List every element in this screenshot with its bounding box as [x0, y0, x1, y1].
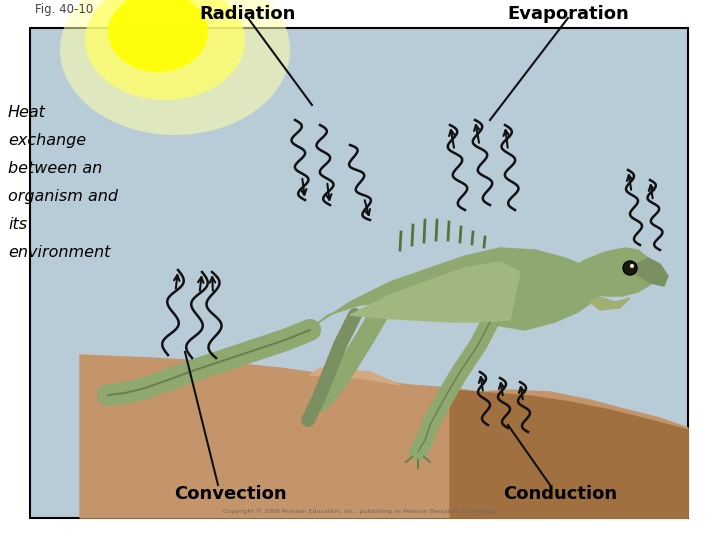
Polygon shape: [80, 355, 688, 518]
Text: exchange: exchange: [8, 133, 86, 148]
Circle shape: [630, 264, 634, 268]
Polygon shape: [450, 390, 688, 518]
Text: environment: environment: [8, 245, 110, 260]
Polygon shape: [635, 258, 668, 286]
Polygon shape: [350, 262, 520, 322]
Ellipse shape: [108, 0, 208, 72]
Text: between an: between an: [8, 161, 102, 176]
Polygon shape: [315, 248, 605, 330]
Text: Convection: Convection: [174, 485, 287, 503]
Text: organism and: organism and: [8, 189, 118, 204]
Text: Copyright © 2008 Pearson Education, Inc., publishing as Pearson Benjamin Cumming: Copyright © 2008 Pearson Education, Inc.…: [223, 508, 497, 514]
Text: Heat: Heat: [8, 105, 46, 120]
Text: Conduction: Conduction: [503, 485, 617, 503]
Circle shape: [623, 261, 637, 275]
Polygon shape: [558, 248, 655, 296]
Text: Evaporation: Evaporation: [507, 5, 629, 23]
Text: Fig. 40-10: Fig. 40-10: [35, 3, 94, 16]
Ellipse shape: [85, 0, 245, 100]
Text: its: its: [8, 217, 27, 232]
Polygon shape: [310, 368, 400, 385]
Ellipse shape: [60, 0, 290, 135]
Polygon shape: [590, 297, 630, 310]
Text: Radiation: Radiation: [200, 5, 296, 23]
